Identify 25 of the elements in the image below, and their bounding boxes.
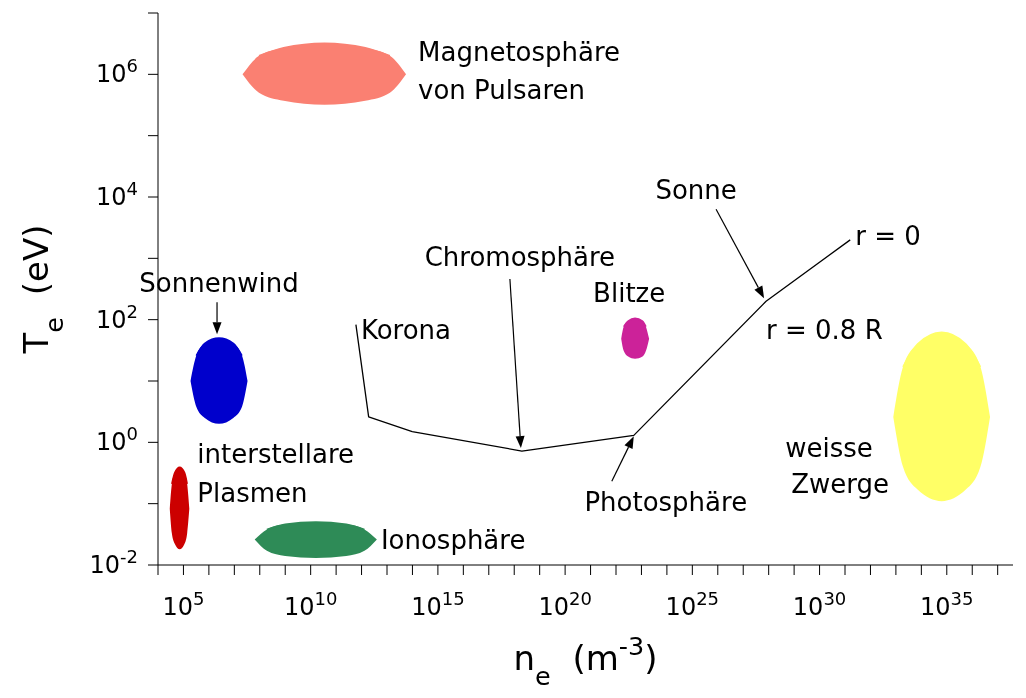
x-tick-label: 10$^{25}$ [665,587,720,621]
text: weisse Zwerge [785,432,890,499]
series-label: Ionosphäre [380,525,526,556]
y-tick-label: 10$^{4}$ [96,177,138,211]
x-tick-label: 10$^{5}$ [162,587,205,621]
y-tick-label: 10$^{-2}$ [89,545,138,579]
series-label: Blitze [593,278,666,309]
y-tick-label: 10$^{0}$ [96,422,138,457]
annotation: Chromosphäre [424,242,616,273]
text: Sonnenwind [139,268,299,299]
annotation: Photosphäre [584,487,748,518]
annotation: Sonne [655,175,737,206]
series-label: Magnetosphäre von Pulsaren [418,37,621,106]
y-tick-label: 10$^{6}$ [96,54,138,89]
annotation: r = 0.8 R [766,315,883,346]
series-label: interstellare Plasmen [197,439,355,509]
annotation: r = 0 [855,220,921,251]
x-tick-label: 10$^{10}$ [283,587,338,621]
y-tick-label: 10$^{2}$ [96,300,138,334]
x-tick-label: 10$^{35}$ [920,587,974,621]
x-axis-title: n$_{e}$ (m$^{-3}$) [513,631,658,691]
x-tick-label: 10$^{30}$ [792,587,847,621]
annotation: Korona [360,314,452,345]
x-tick-label: 10$^{20}$ [538,587,592,621]
x-tick-label: 10$^{15}$ [411,587,465,621]
